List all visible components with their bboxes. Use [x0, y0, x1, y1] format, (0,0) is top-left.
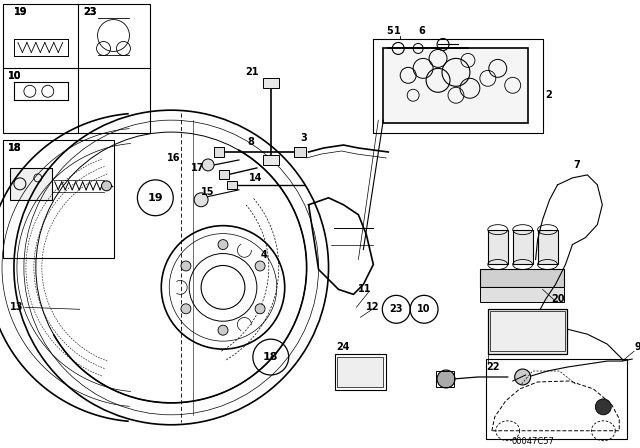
Bar [3, 4, 150, 133]
Circle shape [255, 261, 265, 271]
Text: 19: 19 [14, 7, 28, 17]
Text: 23: 23 [84, 7, 97, 17]
Text: 6: 6 [418, 26, 425, 35]
Text: 23: 23 [390, 304, 403, 314]
Text: 2: 2 [545, 90, 552, 100]
Text: 00047C57: 00047C57 [511, 437, 554, 446]
Bar [227, 181, 237, 189]
Bar [480, 287, 564, 302]
Text: 7: 7 [573, 160, 580, 170]
Bar [337, 357, 383, 387]
Text: 18: 18 [8, 143, 22, 153]
Text: 19: 19 [147, 193, 163, 203]
Circle shape [218, 240, 228, 250]
Bar [480, 269, 564, 287]
Text: 10: 10 [8, 71, 22, 82]
Circle shape [202, 159, 214, 171]
Bar [538, 230, 557, 264]
Circle shape [218, 325, 228, 335]
Circle shape [181, 261, 191, 271]
Circle shape [102, 181, 111, 191]
Text: 14: 14 [249, 173, 262, 183]
Bar [10, 168, 52, 200]
Bar [488, 309, 568, 354]
Bar [383, 48, 527, 123]
Bar [214, 147, 224, 157]
Circle shape [194, 193, 208, 207]
Text: 8: 8 [247, 137, 254, 147]
Text: 18: 18 [263, 352, 278, 362]
Text: 19: 19 [14, 7, 28, 17]
Bar [513, 230, 532, 264]
Text: 1: 1 [394, 26, 401, 35]
Bar [488, 230, 508, 264]
Text: 22: 22 [486, 362, 499, 372]
Bar [263, 155, 279, 165]
Bar [490, 311, 566, 351]
Text: 13: 13 [10, 302, 24, 312]
Text: 9: 9 [634, 342, 640, 352]
Bar [219, 170, 229, 179]
Text: 23: 23 [84, 7, 97, 17]
Text: 3: 3 [301, 133, 307, 143]
Circle shape [255, 304, 265, 314]
Text: 12: 12 [366, 302, 380, 312]
Text: 4: 4 [261, 250, 268, 259]
Text: 24: 24 [337, 342, 350, 352]
Circle shape [181, 304, 191, 314]
Text: 16: 16 [167, 153, 180, 163]
Text: 18: 18 [8, 143, 22, 153]
Bar [373, 39, 543, 133]
Bar [3, 140, 115, 258]
Bar [263, 78, 279, 88]
Circle shape [515, 369, 531, 385]
Bar [486, 359, 627, 439]
Text: 10: 10 [417, 304, 431, 314]
Text: 15: 15 [201, 187, 214, 197]
Circle shape [595, 399, 611, 415]
Text: 17: 17 [191, 163, 205, 173]
Bar [436, 371, 454, 387]
Bar [294, 147, 306, 157]
Text: 5: 5 [387, 26, 393, 35]
Text: 20: 20 [552, 294, 565, 304]
Text: 10: 10 [8, 71, 22, 82]
Text: 21: 21 [245, 67, 259, 78]
Text: 11: 11 [358, 284, 372, 294]
Circle shape [437, 370, 455, 388]
Bar [335, 354, 387, 390]
